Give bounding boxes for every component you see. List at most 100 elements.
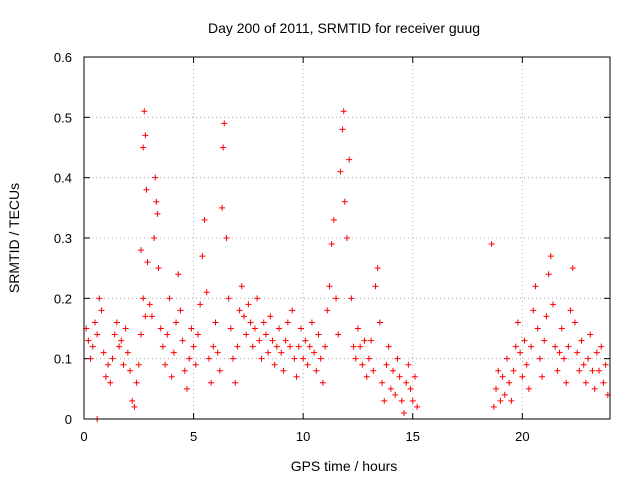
data-point — [254, 295, 261, 302]
data-point — [488, 241, 495, 248]
data-point — [146, 301, 153, 308]
data-point — [102, 373, 109, 380]
data-point — [563, 379, 570, 386]
data-point — [324, 307, 331, 314]
data-point — [109, 355, 116, 362]
x-tick-label: 5 — [190, 429, 197, 444]
data-point — [326, 283, 333, 290]
data-point — [574, 349, 581, 356]
x-tick-label: 0 — [80, 429, 87, 444]
data-point — [137, 331, 144, 338]
data-point — [184, 385, 191, 392]
data-point — [525, 385, 532, 392]
data-point — [249, 343, 256, 350]
x-tick-labels: 0 5 10 15 20 — [80, 429, 529, 444]
data-point — [341, 198, 348, 205]
data-point — [354, 325, 361, 332]
data-point — [322, 343, 329, 350]
data-point — [208, 379, 215, 386]
data-point — [280, 367, 287, 374]
data-point — [166, 295, 173, 302]
y-tick-labels: 0 0.1 0.2 0.3 0.4 0.5 0.6 — [54, 50, 72, 427]
data-point — [287, 343, 294, 350]
data-point — [291, 355, 298, 362]
x-tick-label: 10 — [296, 429, 310, 444]
data-point — [361, 337, 368, 344]
data-point — [236, 307, 243, 314]
data-point — [352, 355, 359, 362]
data-point — [493, 385, 500, 392]
data-point — [142, 132, 149, 139]
data-point — [116, 343, 123, 350]
data-point — [348, 295, 355, 302]
y-tick-label: 0.2 — [54, 291, 72, 306]
data-point — [223, 235, 230, 241]
data-point — [297, 325, 304, 332]
data-point — [547, 253, 554, 260]
data-point — [227, 325, 234, 332]
data-point — [107, 379, 114, 386]
data-point — [392, 391, 399, 398]
data-point — [359, 361, 366, 368]
data-point — [140, 295, 147, 302]
data-point — [379, 379, 386, 386]
data-point — [339, 126, 346, 133]
data-point — [276, 325, 283, 332]
data-point — [144, 259, 151, 266]
data-point — [247, 319, 254, 326]
data-point — [541, 337, 548, 344]
data-point — [372, 283, 379, 290]
data-point — [210, 343, 217, 350]
data-point — [580, 361, 587, 368]
data-point — [519, 373, 526, 380]
data-point — [501, 391, 508, 398]
data-point — [262, 331, 269, 338]
data-point — [407, 385, 414, 392]
y-axis-label: SRMTID / TECUs — [6, 183, 22, 293]
data-point — [376, 319, 383, 326]
data-point — [142, 313, 149, 320]
data-point — [122, 325, 129, 332]
data-point — [495, 367, 502, 374]
data-point — [251, 325, 258, 332]
data-point — [221, 120, 228, 127]
data-point — [105, 361, 112, 368]
data-point — [390, 367, 397, 374]
data-point — [181, 367, 188, 374]
data-point — [216, 367, 223, 374]
data-point — [582, 379, 589, 386]
data-point — [385, 343, 392, 350]
data-point — [232, 379, 239, 386]
y-tick-label: 0.3 — [54, 231, 72, 246]
data-point — [387, 385, 394, 392]
data-point — [141, 108, 148, 115]
data-point — [340, 108, 347, 115]
data-point — [510, 367, 517, 374]
data-point — [133, 379, 140, 386]
data-point — [89, 343, 96, 350]
data-point — [170, 349, 177, 356]
data-point — [365, 355, 372, 362]
data-point — [256, 337, 263, 344]
data-point — [319, 379, 326, 386]
data-point — [245, 301, 252, 308]
data-point — [363, 373, 370, 380]
data-point — [124, 349, 131, 356]
data-point — [596, 367, 603, 374]
data-point — [497, 397, 504, 404]
data-point — [177, 307, 184, 314]
data-point — [508, 397, 515, 404]
x-tick-label: 20 — [515, 429, 529, 444]
data-point — [129, 397, 136, 404]
data-point — [411, 373, 418, 380]
data-point — [536, 355, 543, 362]
data-point — [528, 343, 535, 350]
data-point — [153, 198, 160, 205]
data-point — [589, 367, 596, 374]
data-point — [357, 343, 364, 350]
data-point — [565, 343, 572, 350]
data-point — [284, 319, 291, 326]
data-point — [154, 210, 161, 217]
data-point — [159, 343, 166, 350]
data-point — [140, 144, 147, 151]
